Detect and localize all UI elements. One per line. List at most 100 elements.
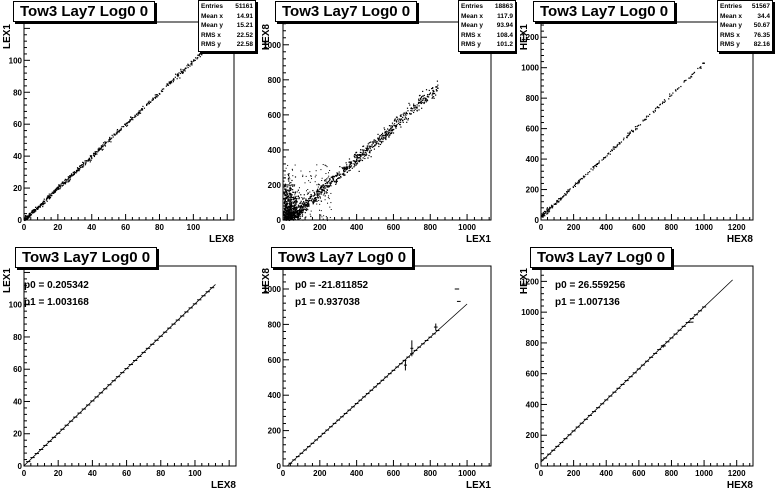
scatter-point — [321, 190, 323, 192]
scatter-point — [146, 103, 148, 105]
scatter-point — [89, 155, 92, 157]
scatter-point — [323, 186, 325, 188]
scatter-point — [27, 216, 29, 218]
x-tick-label: 600 — [387, 223, 401, 232]
scatter-point — [95, 151, 97, 153]
scatter-point — [288, 180, 290, 182]
scatter-point — [547, 211, 550, 213]
scatter-point — [26, 219, 28, 221]
scatter-point — [619, 142, 621, 144]
scatter-point — [62, 181, 64, 183]
scatter-point — [659, 103, 662, 105]
scatter-point — [313, 195, 315, 197]
scatter-point — [283, 207, 285, 210]
plot-frame — [282, 21, 492, 221]
x-tick-label: 600 — [632, 223, 646, 232]
plot-2-title: Tow3 Lay7 Log0 0 — [275, 1, 418, 22]
scatter-point — [393, 120, 396, 122]
scatter-point — [55, 187, 57, 190]
scatter-point — [636, 125, 638, 128]
y-axis-title: LEX1 — [2, 268, 13, 293]
scatter-point — [77, 169, 80, 171]
scatter-point — [113, 134, 115, 136]
scatter-point — [340, 173, 342, 175]
scatter-point — [339, 166, 341, 168]
scatter-point — [302, 205, 305, 207]
scatter-point — [291, 205, 293, 208]
scatter-point — [118, 131, 121, 133]
scatter-point — [72, 171, 75, 173]
scatter-point — [327, 177, 329, 179]
scatter-point — [378, 138, 380, 140]
scatter-point — [151, 99, 153, 101]
scatter-point — [302, 210, 305, 212]
scatter-point — [299, 210, 302, 213]
scatter-point — [87, 159, 89, 161]
stats-row: RMS x 108.4 — [461, 31, 513, 39]
scatter-point — [353, 166, 355, 168]
scatter-point — [289, 185, 291, 187]
scatter-point — [327, 180, 330, 182]
scatter-point — [156, 94, 158, 96]
scatter-point — [288, 211, 290, 213]
scatter-point — [556, 201, 558, 203]
scatter-point — [309, 181, 311, 183]
scatter-point — [659, 104, 661, 106]
scatter-point — [170, 80, 173, 82]
scatter-point — [287, 193, 289, 196]
scatter-point — [330, 192, 332, 194]
scatter-point — [395, 125, 397, 127]
scatter-point — [324, 180, 326, 182]
scatter-point — [307, 201, 309, 203]
scatter-point — [287, 217, 289, 219]
scatter-point — [338, 174, 341, 176]
scatter-point — [58, 184, 60, 186]
scatter-point — [41, 202, 44, 204]
scatter-point — [345, 168, 348, 171]
scatter-point — [371, 146, 374, 148]
scatter-point — [289, 202, 291, 205]
scatter-point — [284, 194, 286, 196]
scatter-point — [191, 64, 193, 66]
scatter-point — [291, 218, 293, 220]
scatter-point — [333, 180, 335, 182]
scatter-point — [302, 174, 304, 176]
scatter-point — [112, 136, 114, 138]
scatter-point — [394, 118, 396, 120]
scatter-point — [85, 161, 87, 164]
scatter-point — [348, 170, 350, 172]
scatter-point — [110, 141, 112, 143]
scatter-point — [652, 110, 654, 113]
scatter-point — [299, 206, 301, 208]
scatter-point — [381, 133, 383, 136]
scatter-point — [374, 145, 376, 147]
scatter-point — [367, 149, 369, 151]
scatter-point — [343, 174, 345, 177]
y-tick-label: 100 — [9, 56, 23, 65]
scatter-point — [152, 98, 154, 101]
scatter-point — [362, 154, 364, 156]
scatter-point — [176, 74, 178, 76]
scatter-point — [657, 107, 659, 109]
scatter-point — [288, 208, 290, 210]
scatter-point — [316, 190, 318, 193]
scatter-point — [321, 191, 323, 194]
plot-1-title: Tow3 Lay7 Log0 0 — [13, 1, 156, 22]
scatter-point — [292, 212, 294, 214]
scatter-point — [329, 180, 331, 182]
scatter-point — [337, 174, 339, 176]
scatter-point — [26, 218, 28, 220]
scatter-point — [100, 148, 102, 150]
scatter-point — [284, 200, 286, 202]
scatter-point — [392, 132, 395, 134]
scatter-point — [319, 193, 321, 195]
scatter-point — [286, 192, 288, 194]
scatter-point — [322, 184, 324, 186]
scatter-point — [75, 172, 77, 174]
scatter-point — [317, 194, 319, 196]
scatter-point — [383, 137, 385, 139]
scatter-point — [44, 202, 46, 204]
scatter-point — [362, 157, 364, 159]
plot-frame — [23, 21, 235, 221]
scatter-point — [305, 200, 307, 202]
